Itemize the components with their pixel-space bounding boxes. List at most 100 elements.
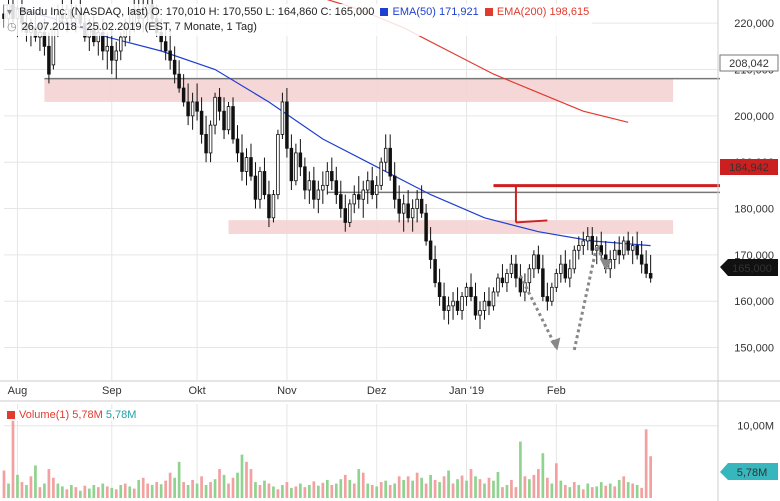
candle-body bbox=[639, 254, 644, 265]
volume-bar bbox=[325, 479, 329, 498]
candle-body bbox=[496, 277, 500, 293]
volume-bar bbox=[469, 469, 473, 498]
candle-body bbox=[433, 259, 437, 284]
volume-bar bbox=[276, 489, 280, 498]
candle-body bbox=[509, 263, 514, 274]
volume-bar bbox=[200, 476, 203, 498]
ema50-label[interactable]: EMA(50) bbox=[392, 6, 436, 18]
candle-body bbox=[249, 157, 253, 177]
volume-label[interactable]: Volume(1) bbox=[19, 409, 70, 421]
candles bbox=[2, 0, 653, 330]
volume-bar bbox=[563, 484, 567, 498]
price-tag-level2-text: 184,942 bbox=[729, 162, 769, 174]
candle-body bbox=[612, 249, 617, 260]
candle-body bbox=[339, 194, 343, 209]
red-tick-line bbox=[515, 219, 548, 224]
candle-body bbox=[47, 45, 51, 75]
candle-body bbox=[208, 124, 213, 154]
clock-icon: ◷ bbox=[7, 21, 17, 33]
volume-bar bbox=[613, 486, 617, 498]
price-tag-level1: 208,042 bbox=[719, 54, 779, 72]
volume-bar bbox=[195, 483, 199, 498]
volume-bar bbox=[330, 484, 334, 498]
projection-up-arrowhead bbox=[599, 258, 612, 271]
candle-body bbox=[554, 273, 559, 288]
ema200-label[interactable]: EMA(200) bbox=[496, 6, 547, 18]
volume-bar bbox=[34, 465, 37, 498]
volume-bar bbox=[114, 489, 118, 498]
volume-bar bbox=[334, 483, 338, 498]
candle-body bbox=[168, 50, 172, 61]
volume-bar bbox=[173, 477, 176, 498]
volume-bar bbox=[186, 484, 190, 498]
volume-bar bbox=[285, 482, 289, 498]
volume-bar bbox=[640, 487, 644, 498]
candle-body bbox=[343, 208, 348, 223]
volume-bar bbox=[541, 453, 545, 498]
volume-bar bbox=[155, 482, 159, 498]
volume-bar bbox=[631, 483, 635, 498]
candle-body bbox=[374, 184, 379, 196]
candle-body bbox=[451, 300, 455, 307]
volume-bar bbox=[451, 483, 455, 498]
candle-body bbox=[505, 273, 509, 284]
candle-body bbox=[365, 180, 370, 191]
volume-bar bbox=[177, 461, 181, 498]
candle-body bbox=[442, 296, 446, 311]
volume-bar bbox=[447, 470, 450, 498]
volume-bar bbox=[218, 469, 221, 498]
price-tag-last: 165,000 bbox=[720, 259, 778, 276]
volume-bar bbox=[577, 484, 581, 498]
candle-body bbox=[334, 180, 339, 196]
candle-body bbox=[240, 152, 244, 172]
candle-body bbox=[267, 194, 271, 219]
volume-bar bbox=[249, 469, 253, 498]
volume-bar bbox=[528, 479, 531, 498]
candle-body bbox=[559, 263, 563, 274]
volume-bar bbox=[245, 461, 248, 498]
volume-bar bbox=[361, 472, 365, 498]
candle-body bbox=[235, 138, 240, 154]
candle-body bbox=[518, 277, 523, 293]
price-zone bbox=[228, 220, 674, 235]
volume-bar bbox=[227, 483, 230, 498]
volume-bar bbox=[254, 482, 257, 498]
candle-body bbox=[577, 245, 581, 251]
candle-body bbox=[644, 263, 648, 274]
candle-body bbox=[312, 180, 316, 200]
candle-body bbox=[491, 291, 496, 307]
volume-bar bbox=[366, 483, 370, 498]
candle-body bbox=[648, 273, 653, 279]
candle-body bbox=[119, 36, 123, 52]
price-tag-level1-text: 208,042 bbox=[729, 58, 769, 70]
volume-bar bbox=[635, 484, 639, 498]
candle-body bbox=[352, 194, 357, 205]
volume-bar bbox=[110, 487, 114, 498]
volume-bar bbox=[132, 488, 136, 498]
candle-body bbox=[172, 59, 177, 75]
candle-body bbox=[536, 254, 541, 270]
volume-bar bbox=[168, 472, 172, 498]
volume-bar bbox=[595, 486, 599, 498]
volume-bar bbox=[465, 480, 468, 498]
candle-body bbox=[222, 110, 226, 131]
volume-bar bbox=[16, 474, 19, 498]
collapse-icon[interactable]: ▾ bbox=[7, 7, 13, 18]
volume-bar bbox=[384, 480, 388, 498]
candle-body bbox=[428, 240, 433, 260]
y-tick-label: 200,000 bbox=[734, 111, 774, 123]
legend-main-row: ▾ Baidu Inc. (NASDAQ, last) O: 170,010 H… bbox=[7, 5, 589, 20]
candle-body bbox=[419, 198, 424, 214]
volume-bar bbox=[7, 483, 10, 498]
volume-bar bbox=[78, 490, 82, 498]
candle-body bbox=[621, 240, 626, 256]
volume-bar bbox=[290, 487, 293, 498]
volume-bar bbox=[222, 474, 226, 498]
candle-body bbox=[532, 254, 536, 270]
volume-bar bbox=[514, 487, 518, 498]
volume-bar bbox=[581, 489, 585, 498]
volume-bar bbox=[204, 484, 208, 498]
candle-body bbox=[581, 240, 586, 247]
legend-range-row: ◷ 26.07.2018 - 25.02.2019 (EST, 7 Monate… bbox=[7, 20, 589, 35]
